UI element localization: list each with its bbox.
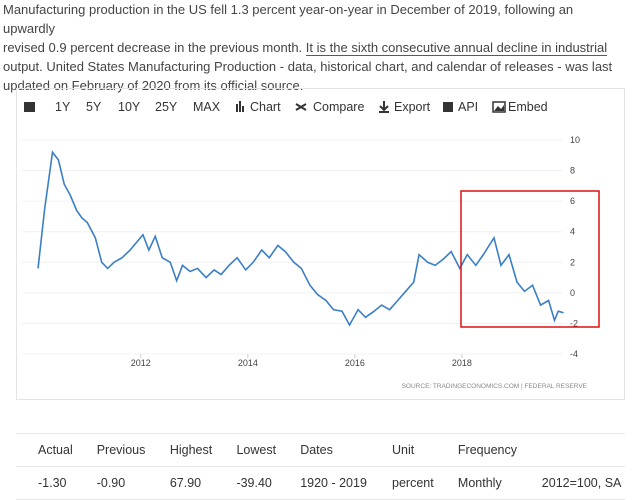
chart: 2018 2016 2014 2012 -4 -2 0 2 4 6 8 10 SOURCE: TRAD… — [22, 135, 600, 390]
column-header: Unit — [370, 433, 436, 467]
range-button[interactable]: 25Y — [155, 100, 178, 114]
y-tick-label: 2 — [570, 257, 575, 267]
column-header: Highest — [147, 433, 215, 467]
y-tick-label: -4 — [570, 349, 578, 359]
range-button[interactable]: 5Y — [86, 100, 102, 114]
highlight-box — [460, 190, 600, 328]
header-row: Actual Previous Highest Lowest Dates Unit Freq… — [16, 433, 625, 467]
toolbar-icons — [24, 101, 506, 113]
line-series — [37, 150, 564, 327]
range-button[interactable]: 10Y — [118, 100, 141, 114]
stats-table: Actual Previous Highest Lowest Dates Unit Freq… — [16, 433, 625, 500]
x-tick-label: 2014 — [238, 358, 258, 368]
y-tick-label: 0 — [570, 288, 575, 298]
y-tick-label: -2 — [570, 318, 578, 328]
intro-text: Manufacturing production in the US fell … — [3, 2, 574, 36]
table-cell: 1920 - 2019 — [278, 466, 370, 500]
table-cell: -0.90 — [74, 466, 148, 500]
x-tick-label: 2012 — [131, 358, 151, 368]
column-header: Lowest — [214, 433, 279, 467]
table-cell: percent — [370, 466, 436, 500]
intro-text: updated on February of 2020 from its off… — [3, 78, 304, 93]
table-cell: 2012=100, SA — [519, 466, 625, 500]
column-header: Previous — [74, 433, 148, 467]
embed-button[interactable]: Embed — [508, 100, 548, 114]
chart-button[interactable]: Chart — [250, 100, 281, 114]
table-cell: Monthly — [435, 466, 520, 500]
header-cell — [519, 433, 625, 467]
api-button[interactable]: API — [458, 100, 479, 114]
data-row: -1.30 -0.90 67.90 -39.40 1920 - 2019 percent M… — [16, 466, 625, 500]
intro-highlight: It is the sixth consecutive annual decli… — [305, 40, 608, 56]
column-header: Dates — [278, 433, 370, 467]
column-header: Actual — [16, 433, 75, 467]
table-cell: 67.90 — [147, 466, 215, 500]
column-header: Frequency — [435, 433, 520, 467]
y-tick-label: 4 — [570, 227, 575, 237]
table-cell: -39.40 — [214, 466, 279, 500]
y-tick-label: 6 — [570, 196, 575, 206]
table-cell: -1.30 — [16, 466, 75, 500]
compare-button[interactable]: Compare — [313, 100, 365, 114]
export-button[interactable]: Export — [394, 100, 431, 114]
x-tick-label: 2016 — [345, 358, 365, 368]
y-tick-label: 8 — [570, 166, 575, 176]
y-tick-label: 10 — [570, 135, 580, 145]
intro-text: revised 0.9 percent decrease in the prev… — [3, 40, 303, 55]
range-button[interactable]: 1Y — [55, 100, 71, 114]
x-tick-label: 2018 — [452, 358, 472, 368]
calendar-icon[interactable] — [24, 102, 35, 112]
source: SOURCE: TRADINGECONOMICS.COM | FEDERAL R… — [402, 383, 588, 390]
range-button[interactable]: MAX — [193, 100, 221, 114]
chart-box — [16, 88, 625, 400]
intro: Manufacturing production in the US fell … — [3, 0, 623, 95]
intro-text: output. United States Manufacturing Prod… — [3, 59, 613, 74]
